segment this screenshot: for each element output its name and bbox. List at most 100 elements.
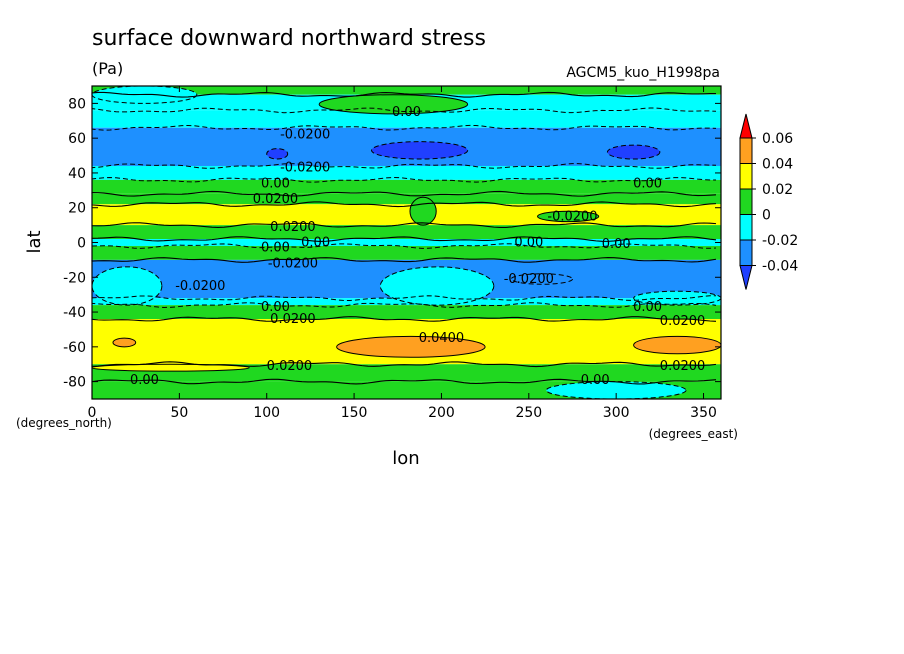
contour-label-6: -0.0200 — [547, 209, 597, 224]
y-tick-label-3: 20 — [68, 201, 86, 217]
contour-line-7 — [91, 222, 717, 229]
chart-title: surface downward northward stress — [92, 26, 486, 51]
contour-lines — [91, 91, 717, 385]
contour-label-12: 0.00 — [602, 237, 631, 252]
patch-2 — [606, 144, 661, 160]
contour-line-12 — [91, 302, 717, 308]
patch-0 — [266, 148, 289, 160]
colorbar-label-3: 0 — [762, 208, 771, 224]
contour-label-9: 0.00 — [301, 236, 330, 251]
x-tick-label-3: 150 — [341, 405, 368, 421]
band-15 — [92, 364, 721, 382]
x-tick-label-1: 50 — [170, 405, 188, 421]
x-tick-label-5: 250 — [515, 405, 542, 421]
x-unit-note: (degrees_east) — [649, 427, 738, 441]
y-tick-label-8: -80 — [63, 375, 86, 391]
colorbar-arrow-bottom — [739, 265, 753, 290]
contour-label-21: 0.0200 — [660, 359, 706, 374]
band-8 — [92, 225, 721, 240]
x-tick-label-6: 300 — [603, 405, 630, 421]
patch-1 — [371, 141, 469, 160]
x-tick-label-0: 0 — [88, 405, 97, 421]
colorbar: 0.06 0.04 0.02 0 -0.02 -0.04 — [739, 113, 798, 290]
contour-line-9 — [91, 243, 717, 249]
contour-label-19: 0.0400 — [419, 331, 465, 346]
contour-line-3 — [91, 163, 717, 169]
patch-7 — [91, 266, 163, 306]
contour-line-8 — [91, 236, 717, 242]
contour-label-18: 0.0200 — [660, 314, 706, 329]
contour-field — [91, 85, 722, 400]
colorbar-cell-4 — [739, 239, 753, 266]
contour-label-5: 0.00 — [633, 176, 662, 191]
band-7 — [92, 204, 721, 226]
patch-15 — [545, 381, 687, 400]
band-2 — [92, 110, 721, 128]
colorbar-arrow-top — [739, 113, 753, 139]
band-6 — [92, 193, 721, 205]
contour-line-10 — [91, 256, 717, 263]
colorbar-cell-3 — [739, 214, 753, 241]
contour-line-14 — [91, 361, 717, 368]
contour-line-6 — [91, 201, 717, 208]
run-label: AGCM5_kuo_H1998pa — [566, 65, 720, 81]
x-axis-ticks: 0 50 100 150 200 250 300 350 — [88, 86, 717, 421]
patch-13 — [112, 337, 137, 348]
contour-line-5 — [91, 190, 717, 197]
patch-12 — [633, 335, 722, 355]
contour-line-0 — [91, 91, 717, 98]
y-tick-label-2: 40 — [68, 166, 86, 182]
contour-label-17: 0.00 — [633, 300, 662, 315]
contour-label-2: -0.0200 — [280, 161, 330, 176]
contour-line-11 — [91, 295, 717, 301]
contour-line-2 — [91, 124, 717, 131]
y-unit-note: (degrees_north) — [16, 416, 112, 430]
x-tick-label-2: 100 — [253, 405, 280, 421]
contour-line-1 — [91, 107, 717, 114]
y-axis-label: lat — [24, 230, 45, 253]
contour-label-16: 0.0200 — [270, 312, 316, 327]
contour-line-4 — [91, 177, 717, 183]
x-tick-label-7: 350 — [690, 405, 717, 421]
contour-label-10: -0.0200 — [268, 256, 318, 271]
patch-6 — [537, 210, 600, 223]
patch-8 — [379, 266, 495, 306]
colorbar-label-1: 0.04 — [762, 157, 793, 173]
y-axis-ticks: 80 60 40 20 0 -20 -40 -60 -80 — [63, 96, 721, 391]
contour-labels: 0.00-0.0200-0.02000.000.02000.00-0.02000… — [130, 105, 705, 388]
band-13 — [92, 305, 721, 320]
contour-label-0: 0.00 — [392, 105, 421, 120]
contour-label-14: -0.0200 — [504, 272, 554, 287]
patch-5 — [409, 196, 437, 226]
contour-label-1: -0.0200 — [280, 128, 330, 143]
colorbar-label-0: 0.06 — [762, 131, 793, 147]
contour-label-8: 0.00 — [261, 241, 290, 256]
contour-line-15 — [91, 378, 717, 385]
x-tick-label-4: 200 — [428, 405, 455, 421]
chart-units: (Pa) — [92, 59, 123, 78]
colorbar-cell-2 — [739, 188, 753, 215]
y-tick-label-0: 80 — [68, 96, 86, 112]
contour-label-11: 0.00 — [514, 236, 543, 251]
y-tick-label-1: 60 — [68, 131, 86, 147]
contour-label-7: 0.0200 — [270, 220, 316, 235]
contour-label-20: 0.0200 — [267, 359, 313, 374]
colorbar-label-4: -0.02 — [762, 233, 798, 249]
colorbar-cell-1 — [739, 163, 753, 190]
contour-label-15: 0.00 — [261, 300, 290, 315]
y-tick-label-5: -20 — [63, 270, 86, 286]
band-10 — [92, 245, 721, 260]
contour-label-13: -0.0200 — [175, 279, 225, 294]
band-0 — [92, 86, 721, 95]
colorbar-label-2: 0.02 — [762, 182, 793, 198]
patch-11 — [336, 335, 486, 358]
y-tick-label-6: -40 — [63, 305, 86, 321]
band-4 — [92, 165, 721, 180]
y-tick-label-4: 0 — [77, 236, 86, 252]
contour-label-3: 0.00 — [261, 176, 290, 191]
patch-9 — [510, 273, 573, 285]
x-axis-label: lon — [392, 448, 419, 469]
colorbar-label-5: -0.04 — [762, 259, 798, 275]
contour-label-23: 0.00 — [581, 373, 610, 388]
